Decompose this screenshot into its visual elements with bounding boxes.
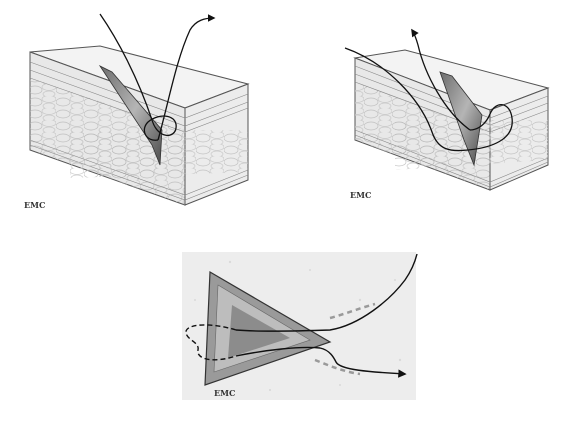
artist-signature: EMC [24, 200, 45, 210]
suture-thread [235, 253, 418, 332]
suture-thread [99, 13, 177, 141]
panel-top-right: EMC [344, 28, 550, 200]
artist-signature: EMC [350, 190, 371, 200]
panel-top-left: EMC [24, 13, 250, 210]
incision-wound [98, 64, 163, 166]
artist-signature: EMC [214, 388, 235, 398]
suture-subsurface-loop [185, 324, 237, 361]
suture-thread-exit [411, 28, 471, 131]
suture-thread-exit [157, 14, 216, 141]
panel-bottom: EMC [182, 252, 418, 400]
incision-wound [439, 71, 483, 167]
suture-thread-exit [235, 346, 407, 378]
suture-thread [344, 47, 513, 152]
